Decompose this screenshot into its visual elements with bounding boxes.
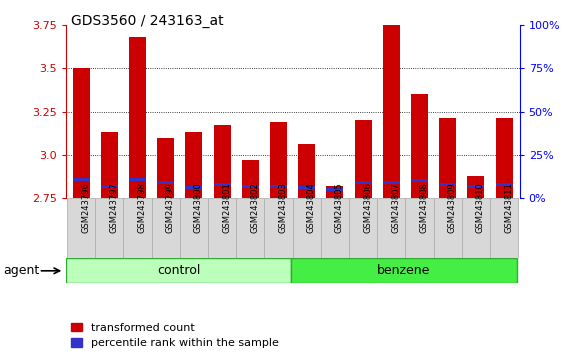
Bar — [355, 181, 372, 184]
Text: agent: agent — [3, 264, 39, 277]
FancyBboxPatch shape — [236, 198, 264, 258]
Bar — [129, 37, 146, 198]
Text: GSM243805: GSM243805 — [335, 182, 344, 233]
Text: GSM243802: GSM243802 — [250, 182, 259, 233]
FancyBboxPatch shape — [291, 258, 517, 283]
FancyBboxPatch shape — [292, 198, 321, 258]
FancyBboxPatch shape — [123, 198, 152, 258]
Bar — [73, 68, 90, 198]
FancyBboxPatch shape — [66, 258, 291, 283]
Bar — [129, 178, 146, 181]
Bar — [327, 188, 343, 191]
Text: GSM243808: GSM243808 — [420, 182, 428, 233]
Bar — [242, 160, 259, 198]
Text: GSM243807: GSM243807 — [391, 182, 400, 233]
FancyBboxPatch shape — [321, 198, 349, 258]
Bar — [496, 119, 513, 198]
Text: GSM243810: GSM243810 — [476, 182, 485, 233]
Text: GSM243796: GSM243796 — [81, 182, 90, 233]
FancyBboxPatch shape — [433, 198, 462, 258]
Bar — [383, 181, 400, 184]
Bar — [327, 186, 343, 198]
Text: benzene: benzene — [377, 264, 431, 277]
FancyBboxPatch shape — [95, 198, 123, 258]
Text: GSM243803: GSM243803 — [279, 182, 288, 233]
Text: GDS3560 / 243163_at: GDS3560 / 243163_at — [71, 14, 224, 28]
FancyBboxPatch shape — [405, 198, 433, 258]
Bar — [468, 184, 484, 188]
Text: control: control — [157, 264, 200, 277]
FancyBboxPatch shape — [264, 198, 292, 258]
FancyBboxPatch shape — [490, 198, 518, 258]
Bar — [73, 178, 90, 181]
Bar — [439, 183, 456, 186]
Text: GSM243811: GSM243811 — [504, 182, 513, 233]
Bar — [468, 176, 484, 198]
Bar — [270, 122, 287, 198]
FancyBboxPatch shape — [377, 198, 405, 258]
Bar — [411, 94, 428, 198]
Bar — [411, 179, 428, 182]
Bar — [157, 181, 174, 184]
Bar — [157, 137, 174, 198]
Bar — [101, 132, 118, 198]
Bar — [439, 119, 456, 198]
Bar — [383, 2, 400, 198]
Bar — [270, 184, 287, 188]
Bar — [298, 186, 315, 189]
Bar — [496, 183, 513, 186]
Text: GSM243806: GSM243806 — [363, 182, 372, 233]
Bar — [214, 125, 231, 198]
Text: GSM243801: GSM243801 — [222, 182, 231, 233]
FancyBboxPatch shape — [180, 198, 208, 258]
Bar — [101, 184, 118, 188]
FancyBboxPatch shape — [208, 198, 236, 258]
Text: GSM243804: GSM243804 — [307, 182, 316, 233]
FancyBboxPatch shape — [349, 198, 377, 258]
Bar — [298, 144, 315, 198]
FancyBboxPatch shape — [152, 198, 180, 258]
FancyBboxPatch shape — [67, 198, 95, 258]
Legend: transformed count, percentile rank within the sample: transformed count, percentile rank withi… — [71, 322, 279, 348]
Text: GSM243797: GSM243797 — [110, 182, 118, 233]
Bar — [186, 186, 202, 189]
Bar — [355, 120, 372, 198]
Text: GSM243798: GSM243798 — [138, 182, 147, 233]
Bar — [186, 132, 202, 198]
Text: GSM243809: GSM243809 — [448, 182, 457, 233]
Text: GSM243800: GSM243800 — [194, 182, 203, 233]
FancyBboxPatch shape — [462, 198, 490, 258]
Text: GSM243799: GSM243799 — [166, 182, 175, 233]
Bar — [242, 184, 259, 188]
Bar — [214, 183, 231, 186]
